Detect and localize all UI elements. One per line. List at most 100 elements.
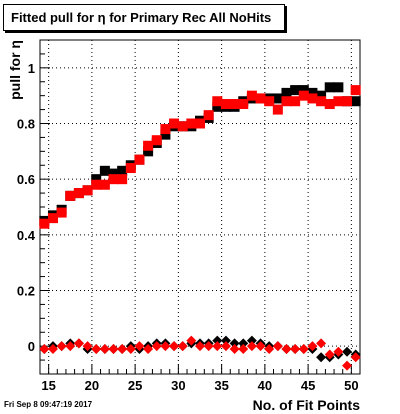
y-tick-label: 0.8	[17, 117, 35, 132]
data-point-diamond	[212, 341, 223, 352]
data-point-square	[316, 96, 327, 107]
data-point-diamond	[160, 341, 171, 352]
y-axis-label: pull for η	[7, 40, 23, 100]
data-point-square	[117, 174, 128, 185]
y-tick-label: 1	[28, 61, 35, 76]
data-point-diamond	[125, 343, 136, 354]
data-point-diamond	[342, 360, 353, 371]
data-point-square	[324, 82, 335, 93]
data-point-square	[177, 121, 188, 132]
x-tick-label: 50	[344, 378, 358, 393]
data-point-diamond	[134, 341, 145, 352]
chart-title: Fitted pull for η for Primary Rec All No…	[11, 10, 272, 25]
x-tick-label: 15	[41, 378, 55, 393]
data-point-square	[108, 174, 119, 185]
data-point-diamond	[238, 338, 249, 349]
data-point-square	[272, 104, 283, 115]
data-point-diamond	[39, 343, 50, 354]
data-point-square	[108, 168, 119, 179]
data-point-square	[307, 87, 318, 98]
data-point-square	[298, 90, 309, 101]
data-point-square	[186, 118, 197, 129]
data-point-diamond	[82, 341, 93, 352]
data-point-diamond	[229, 338, 240, 349]
data-point-square	[160, 129, 171, 140]
data-point-diamond	[73, 338, 84, 349]
data-point-square	[281, 96, 292, 107]
data-point-square	[350, 85, 361, 96]
data-point-square	[255, 93, 266, 104]
data-point-diamond	[186, 335, 197, 346]
data-point-square	[350, 96, 361, 107]
data-point-square	[316, 90, 327, 101]
data-point-diamond	[350, 352, 361, 363]
data-point-square	[91, 174, 102, 185]
data-point-square	[117, 165, 128, 176]
data-point-diamond	[238, 343, 249, 354]
x-tick-label: 20	[85, 378, 99, 393]
x-tick-label: 40	[258, 378, 272, 393]
data-point-square	[125, 163, 136, 174]
data-point-square	[99, 165, 110, 176]
data-point-square	[238, 99, 249, 110]
data-point-square	[99, 179, 110, 190]
data-point-diamond	[99, 343, 110, 354]
data-point-diamond	[298, 343, 309, 354]
x-tick-label: 25	[128, 378, 142, 393]
data-point-diamond	[290, 343, 301, 354]
data-point-square	[82, 185, 93, 196]
data-point-square	[220, 99, 231, 110]
x-tick-label: 35	[214, 378, 228, 393]
data-marks	[39, 82, 361, 371]
y-tick-label: 0.6	[17, 172, 35, 187]
data-point-square	[169, 118, 180, 129]
data-point-diamond	[307, 341, 318, 352]
x-tick-label: 45	[301, 378, 315, 393]
data-point-diamond	[177, 341, 188, 352]
data-point-square	[229, 99, 240, 110]
data-point-square	[195, 118, 205, 129]
data-point-diamond	[151, 341, 162, 352]
data-point-square	[134, 154, 145, 165]
data-point-diamond	[212, 335, 223, 346]
data-point-diamond	[203, 341, 214, 352]
data-point-diamond	[229, 343, 240, 354]
data-point-square	[65, 190, 76, 201]
data-point-square	[203, 110, 214, 121]
x-axis-label: No. of Fit Points	[253, 397, 361, 413]
data-point-diamond	[333, 346, 344, 357]
data-point-square	[212, 101, 223, 112]
data-point-diamond	[246, 335, 257, 346]
data-point-square	[73, 188, 84, 199]
data-point-square	[160, 124, 171, 135]
data-point-diamond	[56, 341, 67, 352]
data-point-square	[272, 93, 283, 104]
y-tick-label: 0.2	[17, 284, 35, 299]
data-point-diamond	[143, 343, 154, 354]
data-point-square	[91, 179, 102, 190]
data-point-square	[264, 96, 275, 107]
data-point-diamond	[264, 343, 275, 354]
data-point-diamond	[65, 341, 76, 352]
data-point-diamond	[316, 352, 327, 363]
data-point-square	[298, 85, 309, 96]
data-point-square	[47, 213, 58, 224]
data-point-square	[151, 135, 162, 146]
data-point-square	[143, 146, 154, 157]
data-point-diamond	[195, 341, 205, 352]
data-point-diamond	[272, 341, 283, 352]
data-point-diamond	[169, 341, 180, 352]
data-point-diamond	[281, 343, 292, 354]
data-point-diamond	[108, 343, 119, 354]
data-point-square	[212, 96, 223, 107]
data-point-diamond	[117, 343, 128, 354]
data-point-diamond	[47, 343, 58, 354]
x-tick-label: 30	[171, 378, 185, 393]
data-point-square	[246, 90, 257, 101]
data-point-square	[290, 85, 301, 96]
data-point-square	[324, 99, 335, 110]
data-point-diamond	[316, 338, 327, 349]
footer-timestamp: Fri Sep 8 09:47:19 2017	[4, 400, 93, 409]
data-point-square	[290, 96, 301, 107]
